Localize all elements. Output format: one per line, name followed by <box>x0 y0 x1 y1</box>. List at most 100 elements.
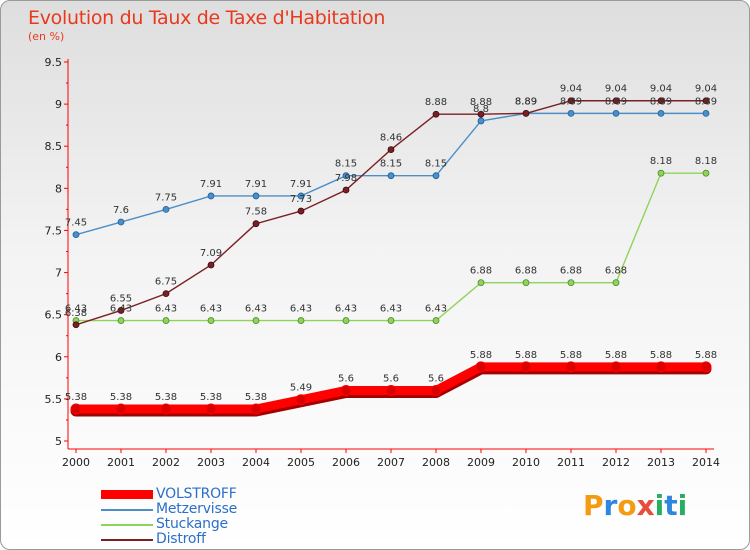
data-label: 7.98 <box>335 173 357 184</box>
data-point <box>657 169 665 177</box>
data-label: 7.09 <box>200 248 222 259</box>
data-label: 5.88 <box>650 350 672 361</box>
data-point <box>430 384 442 396</box>
y-tick-label: 7 <box>55 267 62 280</box>
data-point <box>250 403 262 415</box>
data-label: 7.73 <box>290 194 312 205</box>
legend-label: VOLSTROFF <box>156 486 237 502</box>
data-point <box>702 169 710 177</box>
data-label: 9.04 <box>560 84 582 95</box>
logo-letter: t <box>664 489 678 522</box>
data-label: 6.43 <box>65 304 87 315</box>
data-point <box>387 172 395 180</box>
data-label: 6.43 <box>155 304 177 315</box>
data-point <box>115 403 127 415</box>
data-point <box>432 172 440 180</box>
data-label: 8.15 <box>425 159 447 170</box>
y-tick-label: 5.5 <box>45 393 63 406</box>
data-label: 5.6 <box>383 373 399 384</box>
data-point <box>567 279 575 287</box>
legend-label: Stuckange <box>156 516 228 532</box>
data-point <box>612 109 620 117</box>
data-label: 5.38 <box>110 392 132 403</box>
data-label: 5.88 <box>560 350 582 361</box>
logo-letter: i <box>654 489 665 522</box>
x-tick-label: 2008 <box>422 456 450 469</box>
data-label: 5.88 <box>695 350 717 361</box>
x-tick-label: 2005 <box>287 456 315 469</box>
x-tick-label: 2003 <box>197 456 225 469</box>
data-point <box>702 97 710 105</box>
data-label: 7.91 <box>245 179 267 190</box>
y-tick-label: 7.5 <box>45 224 63 237</box>
data-labels-layer: 6.43 6.43 6.43 6.43 6.43 6.43 6.43 6.43 6.43 6.88… <box>65 84 717 403</box>
data-label: 6.43 <box>290 304 312 315</box>
legend-item-metzervisse: Metzervisse <box>101 502 237 517</box>
data-point <box>700 361 712 373</box>
data-point <box>477 279 485 287</box>
data-label: 8.15 <box>380 159 402 170</box>
data-label: 7.6 <box>113 205 129 216</box>
data-label: 5.38 <box>65 392 87 403</box>
data-point <box>520 361 532 373</box>
data-label: 7.75 <box>155 192 177 203</box>
data-label: 5.6 <box>428 373 444 384</box>
data-point <box>342 317 350 324</box>
data-label: 5.38 <box>245 392 267 403</box>
data-label: 5.38 <box>200 392 222 403</box>
data-point <box>522 279 530 287</box>
data-point <box>70 403 82 415</box>
legend-label: Metzervisse <box>156 501 238 517</box>
data-point <box>657 109 665 117</box>
data-label: 6.43 <box>200 304 222 315</box>
data-label: 5.88 <box>515 350 537 361</box>
data-label: 6.88 <box>560 266 582 277</box>
data-point <box>252 192 260 200</box>
data-label: 8.89 <box>695 96 717 107</box>
data-point <box>387 317 395 324</box>
data-point <box>117 307 125 314</box>
data-label: 8.89 <box>605 96 627 107</box>
data-point <box>72 231 80 239</box>
data-point <box>207 261 215 269</box>
data-label: 5.6 <box>338 373 354 384</box>
proxiti-logo: Proxiti <box>583 489 687 522</box>
data-point <box>297 192 305 200</box>
data-point <box>252 220 260 228</box>
legend-swatch-metzervisse <box>101 508 153 511</box>
data-point <box>567 109 575 117</box>
legend-swatch-distroff <box>101 538 153 541</box>
legend-item-volstroff: VOLSTROFF <box>101 487 237 502</box>
data-label: 6.88 <box>470 266 492 277</box>
chart-title: Evolution du Taux de Taxe d'Habitation <box>28 7 386 29</box>
legend-swatch-stuckange <box>101 523 153 526</box>
logo-letter: r <box>603 489 618 522</box>
x-tick-label: 2004 <box>242 456 270 469</box>
data-point <box>342 186 350 194</box>
y-tick-label: 5 <box>55 435 62 448</box>
x-tick-label: 2013 <box>647 456 675 469</box>
data-point <box>612 97 620 105</box>
data-point <box>340 384 352 396</box>
logo-letter: P <box>583 489 604 522</box>
chart-unit-label: (en %) <box>28 30 65 43</box>
data-label: 5.38 <box>155 392 177 403</box>
legend-item-distroff: Distroff <box>101 532 237 547</box>
data-point <box>207 317 215 324</box>
data-label: 7.45 <box>65 218 87 229</box>
data-label: 7.91 <box>290 179 312 190</box>
data-point <box>207 192 215 200</box>
data-point <box>162 317 170 324</box>
logo-letter: o <box>617 489 637 522</box>
data-point <box>385 384 397 396</box>
data-label: 8.88 <box>470 97 492 108</box>
data-label: 6.43 <box>335 304 357 315</box>
logo-letter: i <box>677 489 688 522</box>
data-point <box>432 110 440 118</box>
x-tick-label: 2001 <box>107 456 135 469</box>
legend-item-stuckange: Stuckange <box>101 517 237 532</box>
x-tick-label: 2014 <box>692 456 720 469</box>
